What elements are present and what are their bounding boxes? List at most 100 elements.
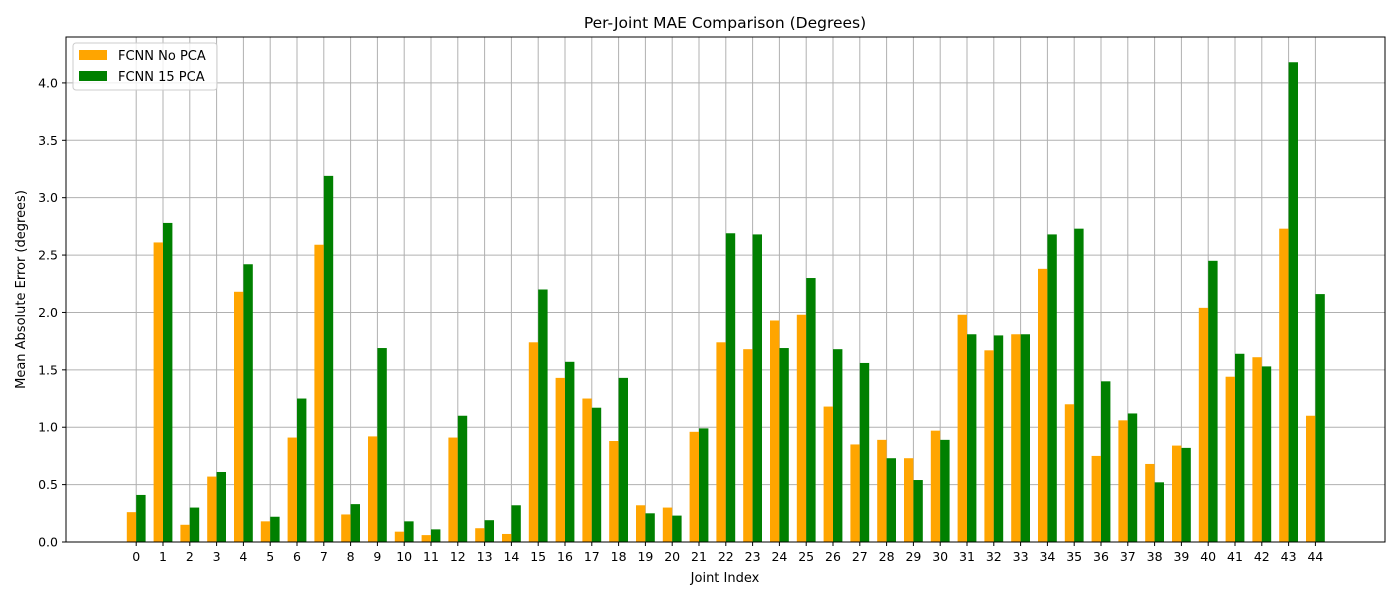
x-tick-label: 13 — [477, 549, 493, 564]
x-tick-label: 2 — [186, 549, 194, 564]
y-tick-label: 0.5 — [38, 477, 58, 492]
x-tick-label: 35 — [1066, 549, 1082, 564]
bar-15-pca-joint-43 — [1288, 62, 1298, 542]
bar-no-pca-joint-19 — [636, 505, 646, 542]
bar-no-pca-joint-17 — [582, 398, 592, 542]
bar-no-pca-joint-41 — [1225, 376, 1235, 542]
bar-no-pca-joint-4 — [234, 291, 244, 542]
bar-no-pca-joint-22 — [716, 342, 726, 542]
bar-no-pca-joint-37 — [1118, 420, 1128, 542]
bar-no-pca-joint-27 — [850, 444, 860, 542]
x-tick-label: 32 — [986, 549, 1002, 564]
x-tick-label: 36 — [1093, 549, 1109, 564]
bar-15-pca-joint-34 — [1047, 234, 1057, 542]
x-tick-label: 41 — [1227, 549, 1243, 564]
x-tick-label: 31 — [959, 549, 975, 564]
bar-no-pca-joint-24 — [770, 320, 780, 542]
x-tick-label: 28 — [879, 549, 895, 564]
bar-15-pca-joint-31 — [967, 334, 977, 542]
x-tick-label: 33 — [1013, 549, 1029, 564]
bar-no-pca-joint-44 — [1306, 415, 1316, 542]
x-tick-label: 0 — [132, 549, 140, 564]
bar-no-pca-joint-21 — [689, 431, 699, 542]
x-tick-label: 23 — [745, 549, 761, 564]
bar-15-pca-joint-22 — [725, 233, 736, 543]
x-tick-label: 20 — [664, 549, 680, 564]
x-tick-label: 11 — [423, 549, 439, 564]
bar-no-pca-joint-42 — [1252, 357, 1262, 542]
x-tick-label: 16 — [557, 549, 573, 564]
bar-15-pca-joint-37 — [1127, 413, 1138, 542]
bar-15-pca-joint-42 — [1261, 366, 1272, 542]
x-tick-label: 3 — [213, 549, 221, 564]
x-tick-label: 39 — [1173, 549, 1189, 564]
bar-15-pca-joint-1 — [163, 222, 173, 542]
legend-label-no-pca: FCNN No PCA — [118, 49, 206, 64]
x-tick-label: 22 — [718, 549, 734, 564]
x-tick-label: 5 — [266, 549, 274, 564]
x-tick-label: 43 — [1281, 549, 1297, 564]
x-tick-label: 14 — [503, 549, 519, 564]
bar-no-pca-joint-1 — [153, 242, 163, 542]
bar-15-pca-joint-30 — [940, 439, 950, 542]
bar-no-pca-joint-38 — [1145, 463, 1155, 542]
x-tick-label: 37 — [1120, 549, 1136, 564]
bar-15-pca-joint-15 — [538, 289, 548, 542]
x-tick-label: 38 — [1147, 549, 1163, 564]
bar-no-pca-joint-23 — [743, 349, 753, 542]
legend-label-15-pca: FCNN 15 PCA — [118, 70, 205, 85]
bar-no-pca-joint-35 — [1064, 404, 1075, 542]
bar-no-pca-joint-0 — [126, 512, 137, 542]
bar-15-pca-joint-9 — [377, 348, 387, 542]
bar-15-pca-joint-13 — [484, 520, 494, 542]
y-tick-label: 1.5 — [38, 362, 58, 377]
bar-no-pca-joint-29 — [904, 458, 914, 542]
x-tick-label: 18 — [611, 549, 627, 564]
bar-15-pca-joint-2 — [189, 507, 200, 542]
x-tick-label: 12 — [450, 549, 466, 564]
bar-no-pca-joint-43 — [1279, 228, 1289, 542]
bar-no-pca-joint-20 — [662, 507, 673, 542]
bar-15-pca-joint-4 — [243, 264, 253, 542]
bar-no-pca-joint-36 — [1091, 455, 1101, 542]
bar-15-pca-joint-28 — [886, 458, 896, 542]
bar-15-pca-joint-23 — [752, 234, 762, 542]
legend-box — [72, 42, 218, 91]
x-tick-label: 26 — [825, 549, 841, 564]
x-tick-label: 34 — [1039, 549, 1055, 564]
bar-no-pca-joint-30 — [930, 430, 941, 542]
bar-no-pca-joint-39 — [1172, 445, 1182, 542]
x-tick-label: 44 — [1307, 549, 1323, 564]
y-tick-label: 3.0 — [38, 190, 58, 205]
bar-15-pca-joint-11 — [431, 529, 441, 542]
bar-no-pca-joint-34 — [1038, 268, 1048, 542]
bar-15-pca-joint-25 — [806, 278, 816, 542]
bar-no-pca-joint-7 — [314, 244, 324, 542]
bar-15-pca-joint-39 — [1181, 447, 1191, 542]
bar-15-pca-joint-26 — [833, 349, 843, 542]
bar-15-pca-joint-5 — [270, 516, 280, 542]
bar-15-pca-joint-19 — [645, 513, 655, 542]
bars — [126, 62, 1325, 543]
x-tick-label: 25 — [798, 549, 814, 564]
bar-15-pca-joint-29 — [913, 480, 923, 542]
bar-15-pca-joint-16 — [565, 361, 575, 542]
legend: FCNN No PCA FCNN 15 PCA — [72, 42, 218, 91]
bar-no-pca-joint-32 — [984, 350, 994, 542]
y-tick-label: 4.0 — [38, 75, 58, 90]
bar-15-pca-joint-41 — [1235, 353, 1245, 542]
bar-no-pca-joint-10 — [394, 531, 405, 542]
x-tick-label: 15 — [530, 549, 546, 564]
x-tick-label: 19 — [637, 549, 653, 564]
legend-swatch-no-pca — [79, 50, 107, 60]
y-tick-label: 1.0 — [38, 420, 58, 435]
bar-15-pca-joint-12 — [457, 415, 468, 542]
bar-no-pca-joint-33 — [1011, 334, 1021, 542]
y-tick-label: 2.0 — [38, 305, 58, 320]
bar-15-pca-joint-32 — [993, 335, 1004, 542]
x-tick-label: 1 — [159, 549, 167, 564]
y-tick-label: 3.5 — [38, 133, 58, 148]
bar-no-pca-joint-31 — [957, 314, 967, 542]
bar-15-pca-joint-18 — [618, 377, 628, 542]
